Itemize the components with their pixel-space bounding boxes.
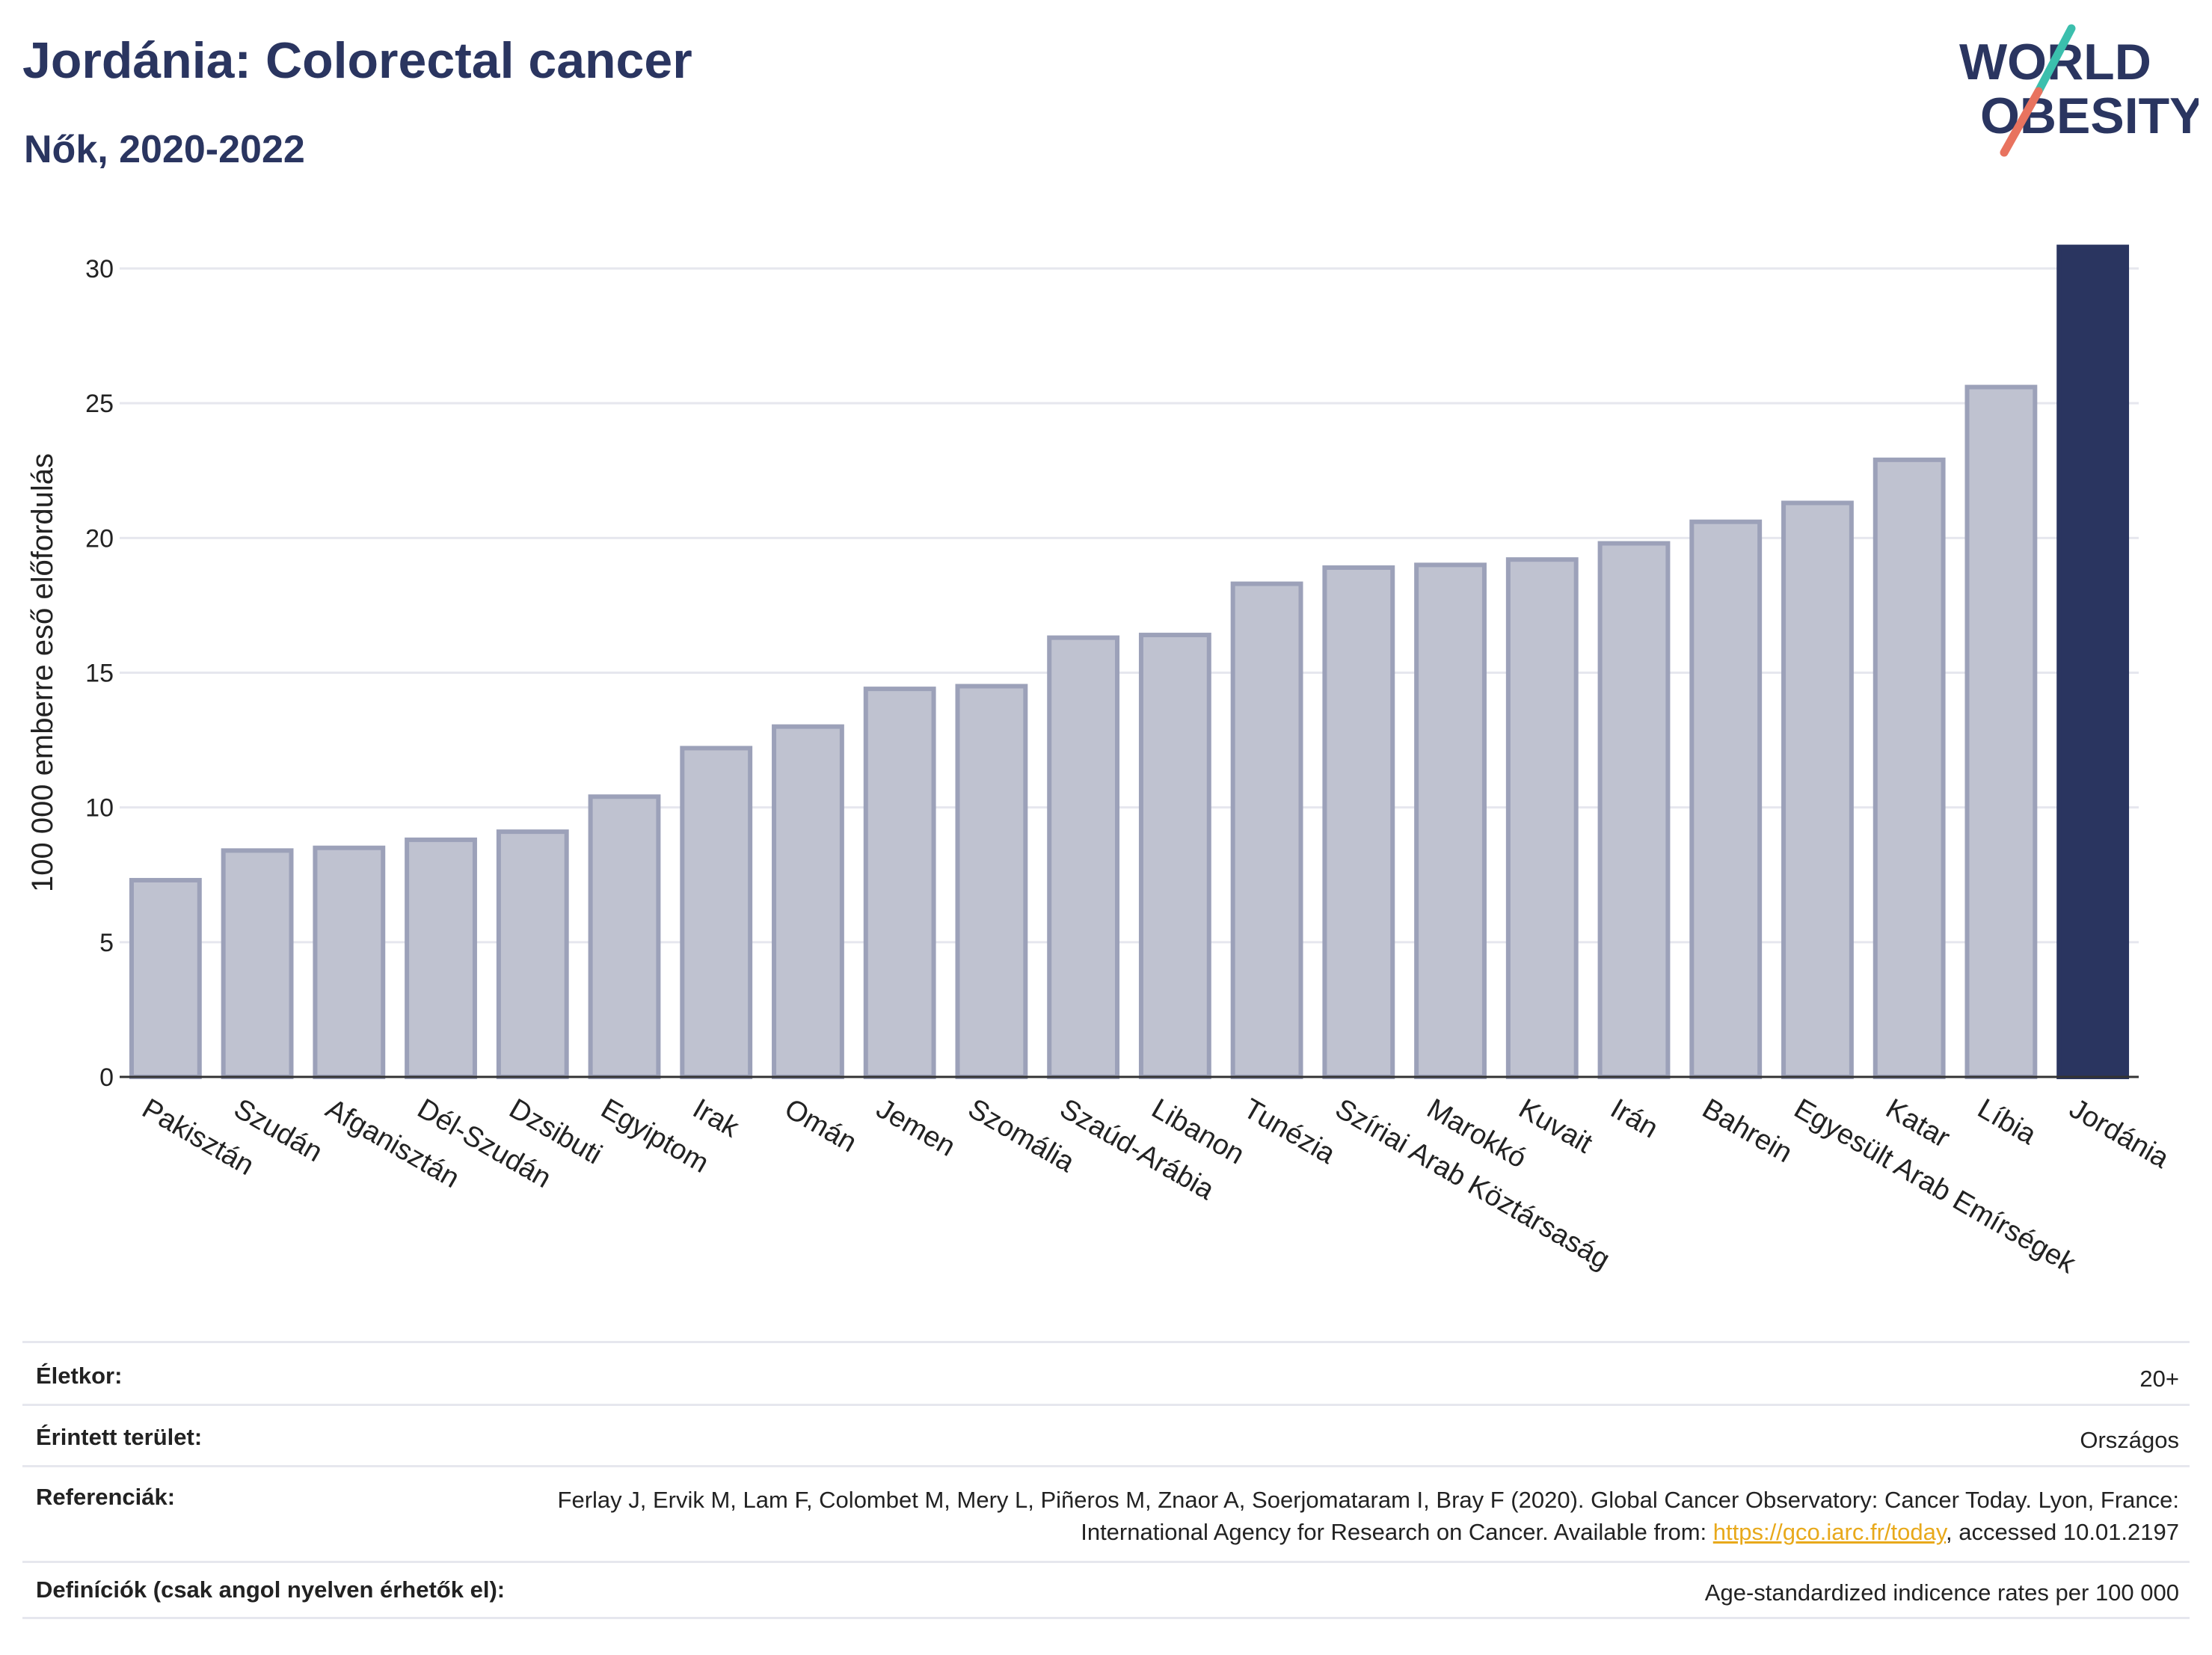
bar — [1597, 541, 1671, 1079]
bar — [1689, 519, 1763, 1079]
bar — [772, 724, 844, 1079]
y-tick-label: 15 — [85, 660, 114, 688]
logo-stripe-coral — [2000, 87, 2043, 157]
page-title: Jordánia: Colorectal cancer — [22, 32, 692, 89]
bar — [129, 877, 202, 1079]
bar — [313, 845, 386, 1079]
x-tick-label: Líbia — [1972, 1093, 2042, 1151]
bar — [1047, 635, 1120, 1079]
x-tick-label: Omán — [779, 1093, 862, 1158]
x-tick-label: Irak — [687, 1093, 745, 1144]
world-obesity-logo: WORLD OBESITY — [1959, 24, 2199, 157]
bar — [1872, 457, 1946, 1079]
bar — [1322, 565, 1395, 1079]
bar-chart: 0 5 10 15 20 25 30 100 000 emberre eső előfordu… — [26, 245, 2175, 1280]
bar — [1964, 384, 2038, 1079]
meta-row-area: Érintett terület: Országos — [22, 1404, 2190, 1465]
references-text: Ferlay J, Ervik M, Lam F, Colombet M, Me… — [557, 1487, 2179, 1545]
y-tick-label: 10 — [85, 794, 114, 823]
definitions-label: Definíciók (csak angol nyelven érhetők e… — [36, 1576, 506, 1603]
bar — [1781, 500, 1854, 1079]
area-label: Érintett terület: — [36, 1424, 203, 1450]
page-subtitle: Nők, 2020-2022 — [24, 128, 305, 171]
age-label: Életkor: — [36, 1363, 123, 1389]
x-tick-label: Szaúd-Arábia — [1054, 1093, 1220, 1206]
y-tick-label: 30 — [85, 255, 114, 283]
bar — [405, 837, 477, 1079]
metadata-table: Életkor: 20+ Érintett terület: Országos … — [22, 1341, 2190, 1619]
bar — [2056, 245, 2130, 1079]
x-tick-label: Bahrein — [1697, 1093, 1797, 1169]
y-axis-label: 100 000 emberre eső előfordulás — [26, 453, 59, 892]
definitions-value: Age-standardized indicence rates per 100… — [1704, 1579, 2179, 1606]
meta-row-age: Életkor: 20+ — [22, 1341, 2190, 1404]
bar — [496, 829, 569, 1079]
y-tick-label: 25 — [85, 390, 114, 418]
references-accessed: , accessed 10.01.2197 — [1946, 1519, 2179, 1545]
bar — [1414, 562, 1487, 1079]
bar — [1138, 633, 1211, 1079]
bar — [863, 687, 936, 1079]
bar — [221, 848, 294, 1079]
logo-stripe-teal — [2034, 24, 2076, 96]
bar — [1230, 581, 1303, 1079]
bar — [588, 794, 661, 1079]
age-value: 20+ — [2139, 1366, 2179, 1392]
y-tick-label: 20 — [85, 524, 114, 553]
references-link[interactable]: https://gco.iarc.fr/today — [1712, 1519, 1947, 1545]
area-value: Országos — [2080, 1427, 2179, 1453]
bar — [955, 684, 1028, 1079]
x-tick-label: Irán — [1606, 1093, 1664, 1144]
references-value: Ferlay J, Ervik M, Lam F, Colombet M, Me… — [534, 1484, 2190, 1548]
x-tick-label: Jemen — [871, 1093, 961, 1162]
meta-row-definitions: Definíciók (csak angol nyelven érhetők e… — [22, 1561, 2190, 1619]
y-tick-label: 0 — [99, 1063, 114, 1092]
y-tick-label: 5 — [99, 929, 114, 957]
references-label: Referenciák: — [36, 1484, 176, 1510]
x-tick-label: Jordánia — [2064, 1093, 2175, 1175]
bar — [1505, 557, 1579, 1079]
bar — [680, 746, 753, 1079]
meta-row-references: Referenciák: Ferlay J, Ervik M, Lam F, C… — [22, 1465, 2190, 1561]
x-tick-label: Tunézia — [1238, 1093, 1342, 1170]
